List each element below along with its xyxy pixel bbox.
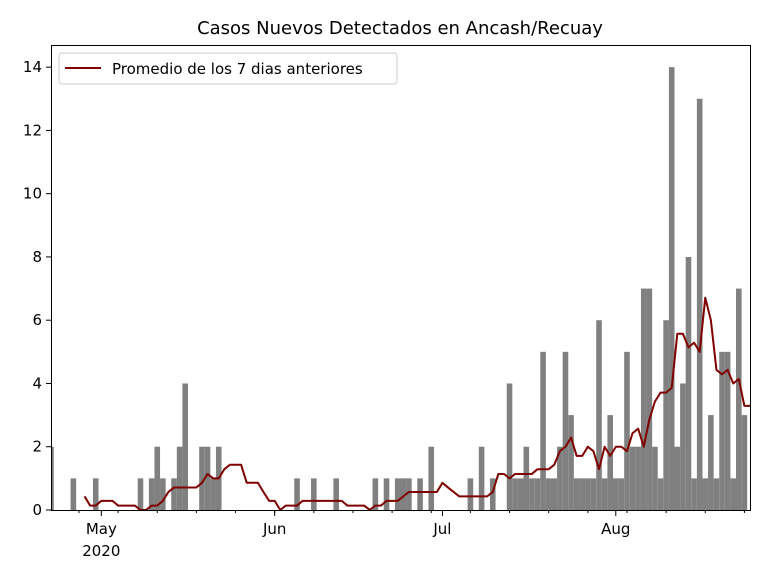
bar bbox=[160, 478, 166, 510]
bar bbox=[607, 415, 613, 510]
bar bbox=[724, 351, 731, 510]
bar bbox=[629, 446, 636, 510]
bar bbox=[512, 478, 518, 510]
y-tick-label: 14 bbox=[23, 58, 42, 76]
y-tick-label: 2 bbox=[32, 438, 42, 456]
bar bbox=[406, 478, 412, 510]
bar bbox=[372, 478, 379, 510]
x-tick-label: Jul bbox=[432, 520, 451, 538]
bar bbox=[517, 478, 524, 510]
bar bbox=[417, 478, 423, 510]
legend-box bbox=[58, 52, 398, 85]
legend-label: Promedio de los 7 dias anteriores bbox=[112, 60, 363, 78]
bar bbox=[154, 446, 161, 510]
bar bbox=[736, 288, 742, 510]
bar bbox=[176, 446, 183, 510]
bar bbox=[596, 320, 602, 510]
bar bbox=[696, 98, 703, 510]
bar bbox=[702, 478, 709, 510]
bar bbox=[540, 351, 546, 510]
bar bbox=[311, 478, 317, 510]
bar bbox=[506, 383, 513, 510]
bar bbox=[585, 478, 591, 510]
bar bbox=[573, 478, 580, 510]
bar bbox=[663, 320, 669, 510]
bar bbox=[646, 288, 653, 510]
bar bbox=[70, 478, 77, 510]
bar bbox=[708, 415, 714, 510]
bar bbox=[137, 478, 144, 510]
bar bbox=[657, 478, 664, 510]
bar bbox=[730, 478, 737, 510]
bar bbox=[210, 478, 216, 510]
bar bbox=[400, 478, 407, 510]
bar bbox=[333, 478, 339, 510]
bar bbox=[624, 351, 630, 510]
y-tick-label: 6 bbox=[32, 311, 42, 329]
bar bbox=[383, 478, 390, 510]
bar bbox=[534, 478, 541, 510]
bar bbox=[557, 446, 563, 510]
bar bbox=[551, 478, 558, 510]
bar bbox=[674, 446, 681, 510]
bar bbox=[691, 478, 697, 510]
bar bbox=[171, 478, 177, 510]
bar bbox=[562, 351, 569, 510]
bar bbox=[199, 446, 205, 510]
y-tick-label: 10 bbox=[23, 185, 42, 203]
bar bbox=[579, 478, 586, 510]
bar bbox=[478, 446, 485, 510]
bar bbox=[523, 446, 530, 510]
y-tick-label: 8 bbox=[32, 248, 42, 266]
bar bbox=[294, 478, 300, 510]
bar bbox=[568, 415, 574, 510]
bar bbox=[394, 478, 401, 510]
y-axis: 0 2 4 6 8 10 12 14 bbox=[23, 58, 51, 519]
bar bbox=[545, 478, 552, 510]
x-tick-sublabel: 2020 bbox=[82, 542, 120, 560]
bar-series bbox=[51, 67, 748, 511]
bar bbox=[713, 478, 720, 510]
y-tick-label: 12 bbox=[23, 121, 42, 139]
bar bbox=[92, 478, 99, 510]
bar bbox=[51, 446, 54, 510]
bar bbox=[204, 446, 211, 510]
chart-title: Casos Nuevos Detectados en Ancash/Recuay bbox=[197, 18, 603, 39]
bar bbox=[182, 383, 189, 510]
bar bbox=[685, 256, 692, 510]
bar bbox=[640, 288, 647, 510]
bar bbox=[652, 446, 658, 510]
x-tick-label: Aug bbox=[601, 520, 630, 538]
bar bbox=[680, 383, 686, 510]
bar bbox=[467, 478, 474, 510]
bar bbox=[618, 478, 625, 510]
plot-frame bbox=[51, 45, 751, 511]
x-tick-label: Jun bbox=[262, 520, 286, 538]
y-tick-label: 0 bbox=[32, 501, 42, 519]
bar bbox=[529, 478, 535, 510]
bar bbox=[719, 351, 725, 510]
legend: Promedio de los 7 dias anteriores bbox=[58, 52, 398, 85]
moving-average-line bbox=[83, 296, 750, 511]
bar bbox=[489, 478, 496, 510]
bar bbox=[590, 478, 597, 510]
bar bbox=[668, 67, 675, 511]
bar bbox=[601, 478, 608, 510]
bar bbox=[148, 478, 155, 510]
bar bbox=[612, 478, 619, 510]
bar bbox=[635, 446, 641, 510]
line-series bbox=[83, 296, 750, 511]
x-axis: May 2020 Jun Jul Aug bbox=[78, 510, 745, 560]
y-tick-label: 4 bbox=[32, 374, 42, 392]
bar bbox=[741, 415, 748, 510]
bar bbox=[428, 446, 435, 510]
x-tick-label: May bbox=[86, 520, 117, 538]
